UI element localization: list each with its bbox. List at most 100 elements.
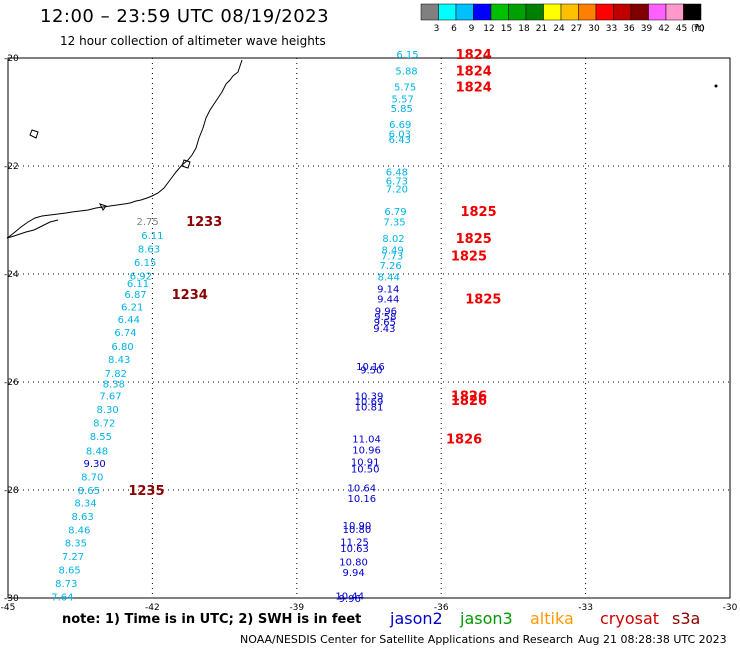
legend-swatch [578, 3, 597, 21]
wave-height-value: 6.73 [386, 177, 408, 188]
wave-height-value: 7.20 [386, 185, 408, 196]
wave-height-value: 8.30 [97, 405, 119, 416]
wave-height-value: 6.15 [134, 258, 156, 269]
wave-height-value: 6.43 [389, 135, 411, 146]
wave-height-value: 9.96 [375, 307, 397, 318]
legend-label: 36 [623, 24, 635, 34]
y-tick-label: -24 [4, 270, 19, 280]
y-tick-label: -26 [4, 378, 19, 388]
wave-height-value: 6.11 [127, 279, 149, 290]
legend-label: 39 [641, 24, 653, 34]
wave-height-value: 6.21 [121, 302, 143, 313]
legend-swatch [630, 3, 649, 21]
wave-height-value: 10.50 [351, 464, 380, 475]
legend-label: 21 [536, 24, 547, 34]
wave-height-value: 8.43 [108, 355, 130, 366]
x-tick-label: -30 [723, 603, 738, 613]
legend-swatch [490, 3, 509, 21]
wave-height-value: 5.75 [394, 83, 416, 94]
pass-time-label: 1826 [451, 390, 487, 405]
pass-time-label: 1826 [451, 394, 487, 409]
wave-height-value: 8.70 [81, 473, 103, 484]
y-tick-label: -22 [4, 162, 19, 172]
wave-height-value: 7.82 [105, 369, 127, 380]
legend-label: 30 [588, 24, 600, 34]
legend-label: 3 [434, 24, 440, 34]
legend-swatch [525, 3, 544, 21]
wave-height-value: 10.69 [355, 397, 384, 408]
wave-height-value: 10.16 [347, 494, 376, 505]
satellite-altika: altika [530, 609, 574, 628]
wave-height-value: 8.49 [381, 246, 403, 257]
wave-height-value: 11.25 [340, 537, 369, 548]
pass-time-label: 1233 [186, 215, 222, 230]
satellite-cryosat: cryosat [600, 609, 660, 628]
wave-height-value: 10.80 [343, 525, 372, 536]
wave-height-value: 7.67 [99, 392, 121, 403]
time-labels: 1824182418241825182518251825182618261826… [128, 48, 501, 499]
legend-swatch [613, 3, 632, 21]
pass-time-label: 1825 [460, 205, 496, 220]
legend-swatch [595, 3, 614, 21]
legend-swatch [560, 3, 579, 21]
pass-time-label: 1234 [172, 288, 208, 303]
wave-height-value: 6.48 [386, 167, 408, 178]
legend-swatch [438, 3, 457, 21]
map-subtitle: 12 hour collection of altimeter wave hei… [60, 34, 326, 48]
legend-label: 15 [501, 24, 512, 34]
wave-height-value: 8.46 [68, 525, 90, 536]
y-tick-label: -30 [4, 594, 19, 604]
wave-height-value: 9.94 [342, 568, 364, 579]
map-grid: -45 -42 -39 -36 -33 -30 -20 -22 -24 -26 -28 -30 [1, 54, 738, 613]
legend-label: 42 [658, 24, 669, 34]
wave-height-value: 8.48 [86, 447, 108, 458]
x-tick-label: -39 [289, 603, 304, 613]
x-tick-label: -42 [145, 603, 160, 613]
wave-height-value: 10.64 [347, 483, 376, 494]
map-title: 12:00 – 23:59 UTC 08/19/2023 [40, 6, 330, 27]
y-tick-label: -28 [4, 486, 19, 496]
wave-height-value: 8.02 [382, 234, 404, 245]
wave-height-value: 9.65 [374, 318, 396, 329]
legend-swatch [648, 3, 667, 21]
x-tick-label: -36 [434, 603, 449, 613]
pass-time-label: 1824 [456, 81, 492, 96]
satellite-jason2: jason2 [390, 609, 443, 628]
wave-height-value: 9.14 [377, 285, 399, 296]
x-tick-label: -33 [578, 603, 593, 613]
pass-time-label: 1824 [456, 48, 492, 63]
legend-label: 12 [483, 24, 494, 34]
satellite-jason3: jason3 [460, 609, 513, 628]
wave-height-value: 9.96 [339, 594, 361, 605]
wave-height-value: 6.69 [389, 120, 411, 131]
pass-time-label: 1825 [465, 292, 501, 307]
legend-swatch [420, 3, 439, 21]
legend-label: 70 [693, 24, 705, 34]
wave-height-value: 8.65 [78, 486, 100, 497]
pass-time-label: 1825 [456, 232, 492, 247]
legend-swatch [508, 3, 527, 21]
footer-timestamp: Aug 21 08:28:38 UTC 2023 [578, 633, 727, 646]
wave-height-value: 10.16 [356, 362, 385, 373]
wave-height-value: 9.43 [373, 324, 395, 335]
coastline [6, 59, 243, 239]
wave-height-value: 10.80 [339, 557, 368, 568]
pass-time-label: 1235 [128, 484, 164, 499]
y-tick-label: -20 [4, 54, 19, 64]
wave-height-value: 8.63 [138, 245, 160, 256]
wave-height-value: 6.79 [384, 207, 406, 218]
wave-height-value: 8.38 [103, 380, 125, 391]
legend-swatch [455, 3, 474, 21]
island-marker [714, 84, 718, 88]
wave-height-value: 9.50 [360, 366, 382, 377]
wave-height-value: 10.63 [340, 544, 369, 555]
wave-height-value: 7.73 [381, 252, 403, 263]
x-tick-label: -45 [1, 603, 16, 613]
wave-height-value: 10.81 [355, 402, 384, 413]
wave-height-value: 5.85 [391, 104, 413, 115]
wave-height-value: 6.03 [389, 130, 411, 141]
legend-label: 18 [518, 24, 530, 34]
wave-height-value: 6.74 [114, 328, 136, 339]
wave-height-value: 10.91 [351, 457, 380, 468]
wave-height-value: 6.80 [111, 342, 133, 353]
